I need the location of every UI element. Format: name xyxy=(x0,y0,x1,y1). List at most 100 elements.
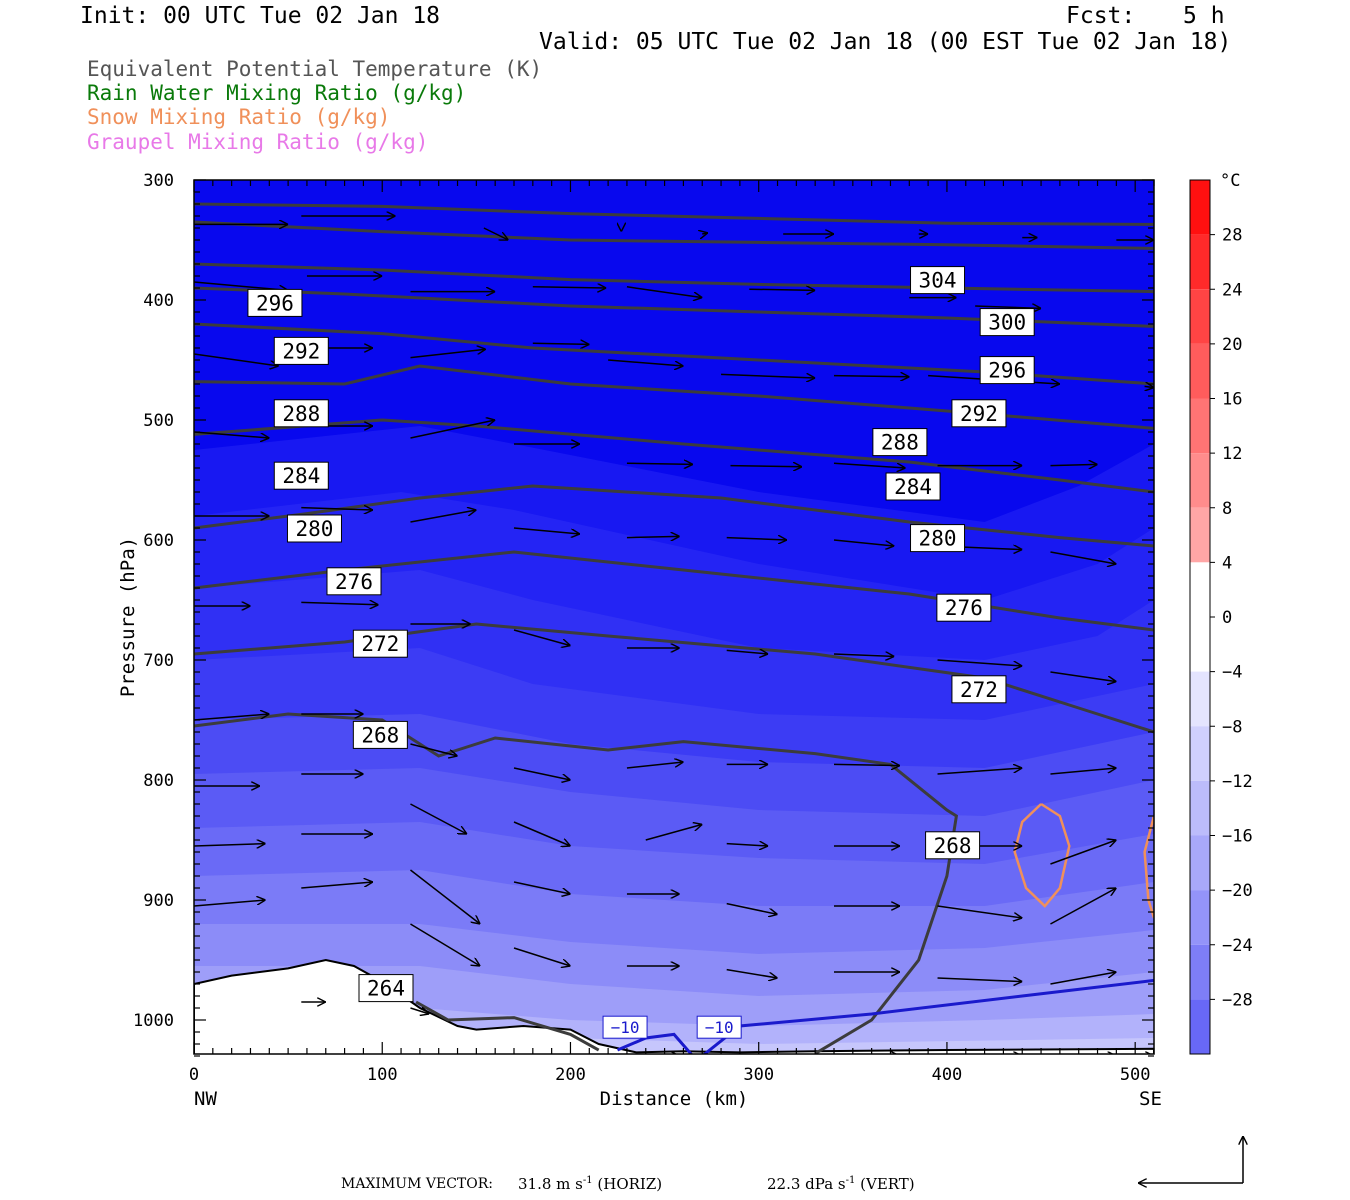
theta-e-contours xyxy=(194,202,1154,1054)
nw-label: NW xyxy=(194,1088,217,1110)
theta-e-contour xyxy=(194,418,1154,494)
wind-vector xyxy=(730,466,802,467)
terrain xyxy=(194,958,1154,1054)
theta-e-label: 292 xyxy=(960,402,998,426)
wind-vector xyxy=(194,714,269,721)
wind-vector xyxy=(1050,464,1097,465)
colorbar-segment xyxy=(1190,671,1210,727)
theta-e-label-box xyxy=(979,308,1035,337)
snow-contours xyxy=(1013,802,1154,919)
theta-e-label: 304 xyxy=(919,269,957,293)
colorbar-segment xyxy=(1190,944,1210,1000)
max-vector-vert: 22.3 dPa s-1 (VERT) xyxy=(767,1175,915,1193)
wind-vector xyxy=(513,881,570,894)
wind-vector xyxy=(726,538,787,540)
init-time: Init: 00 UTC Tue 02 Jan 18 xyxy=(80,3,441,29)
theta-e-label: 276 xyxy=(335,570,373,594)
colorbar-segment xyxy=(1190,835,1210,891)
snow-contour xyxy=(1013,802,1071,908)
theta-e-label-box xyxy=(352,720,408,749)
wind-vector xyxy=(1050,551,1116,564)
colorbar-segment xyxy=(1190,343,1210,399)
theta-e-label: 268 xyxy=(934,834,972,858)
legend-rain-water: Rain Water Mixing Ratio (g/kg) xyxy=(87,81,467,105)
x-tick-label: 400 xyxy=(932,1065,963,1085)
wind-vector xyxy=(483,227,508,240)
x-axis-label: Distance (km) xyxy=(600,1088,749,1110)
wind-vector xyxy=(194,353,279,366)
reference-vector-icon xyxy=(1138,1136,1243,1183)
legend-theta-e: Equivalent Potential Temperature (K) xyxy=(87,57,543,81)
colorbar-tick-label: −28 xyxy=(1222,990,1253,1010)
y-tick-label: 500 xyxy=(143,411,174,431)
theta-e-label-box xyxy=(872,428,928,457)
theta-e-label: 280 xyxy=(296,517,334,541)
theta-e-label-box xyxy=(273,399,329,428)
x-tick-label: 500 xyxy=(1120,1065,1151,1085)
wind-vector xyxy=(833,539,894,546)
colorbar-tick-label: 24 xyxy=(1222,280,1242,300)
colorbar-tick-label: −16 xyxy=(1222,827,1253,847)
wind-vector xyxy=(937,659,1023,666)
wind-vector xyxy=(721,374,815,378)
wind-vector xyxy=(833,764,900,765)
wind-vector xyxy=(513,767,570,780)
theta-e-label: 268 xyxy=(361,723,399,747)
legend-graupel: Graupel Mixing Ratio (g/kg) xyxy=(87,130,429,154)
theta-e-label-box xyxy=(247,288,303,317)
wind-vector xyxy=(1144,386,1154,387)
colorbar-segment xyxy=(1190,562,1210,672)
theta-e-label-box xyxy=(273,336,329,365)
y-tick-label: 700 xyxy=(143,651,174,671)
x-axis: 0 100 200 300 400 500 xyxy=(189,180,1155,1085)
colorbar-tick-label: 12 xyxy=(1222,444,1242,464)
theta-e-label: 280 xyxy=(919,527,957,551)
wind-vector xyxy=(1050,888,1116,925)
wind-vector xyxy=(626,286,702,298)
snow-contour xyxy=(1143,815,1154,919)
wind-vector xyxy=(513,629,570,646)
theta-e-contour xyxy=(194,202,1154,226)
isotherm-label: −10 xyxy=(611,1018,640,1037)
y-tick-label: 300 xyxy=(143,171,174,191)
plot-frame xyxy=(193,179,1155,1055)
theta-e-label: 272 xyxy=(960,678,998,702)
wind-vector xyxy=(410,803,466,834)
y-tick-label: 1000 xyxy=(133,1011,174,1031)
colorbar-tick-label: −4 xyxy=(1222,663,1242,683)
wind-vector xyxy=(410,869,480,924)
wind-vector xyxy=(937,978,1023,982)
colorbar-segment xyxy=(1190,398,1210,454)
valid-time: Valid: 05 UTC Tue 02 Jan 18 (00 EST Tue … xyxy=(539,29,1232,55)
colorbar-tick-label: −20 xyxy=(1222,881,1253,901)
colorbar-segment xyxy=(1190,780,1210,836)
wind-vector xyxy=(301,602,378,604)
wind-vector xyxy=(833,654,894,656)
y-tick-label: 900 xyxy=(143,891,174,911)
colorbar-segment xyxy=(1190,234,1210,290)
theta-e-label-box xyxy=(910,524,966,553)
wind-vector xyxy=(410,510,476,523)
theta-e-label-box xyxy=(910,266,966,295)
colorbar-tick-label: −12 xyxy=(1222,772,1253,792)
theta-e-label: 296 xyxy=(988,359,1026,383)
colorbar-tick-label: −24 xyxy=(1222,936,1253,956)
theta-e-label-box xyxy=(352,629,408,658)
wind-vector xyxy=(410,743,457,756)
wind-vector xyxy=(513,947,570,966)
forecast-hour: 5 h xyxy=(1183,3,1225,29)
legend-snow: Snow Mixing Ratio (g/kg) xyxy=(87,105,391,129)
theta-e-label-box xyxy=(358,974,414,1003)
colorbar-segment xyxy=(1190,453,1210,508)
wind-vector xyxy=(702,233,708,234)
theta-e-contour xyxy=(194,262,1154,294)
contour-labels: 304 300 296 296 292 292 288 288 284 284 280 280 276 2… xyxy=(247,266,1035,1039)
y-tick-label: 600 xyxy=(143,531,174,551)
theta-e-label: 288 xyxy=(881,431,919,455)
colorbar-tick-label: −8 xyxy=(1222,717,1242,737)
theta-e-label: 284 xyxy=(282,464,320,488)
wind-vector xyxy=(726,844,768,846)
theta-e-label: 296 xyxy=(256,291,294,315)
wind-vector xyxy=(194,844,266,846)
